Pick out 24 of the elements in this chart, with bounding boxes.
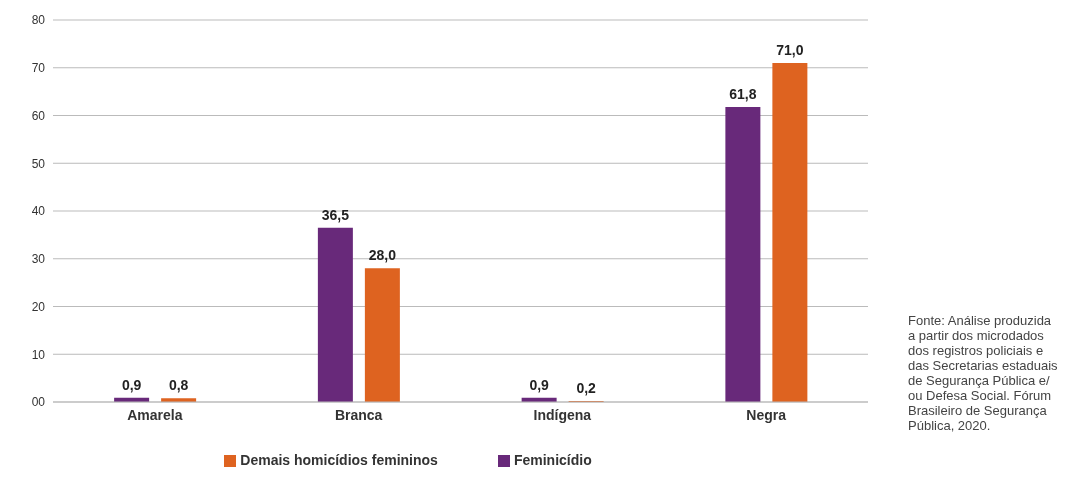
data-label: 36,5: [321, 206, 350, 223]
data-label: 0,9: [121, 376, 142, 393]
y-tick-label: 00: [31, 395, 46, 410]
legend-label: Feminicídio: [513, 452, 592, 468]
x-tick-label: Negra: [746, 406, 787, 423]
data-label: 28,0: [368, 247, 397, 264]
y-tick-label: 40: [31, 204, 46, 219]
data-label: 71,0: [776, 41, 804, 58]
legend-label: Demais homicídios femininos: [240, 452, 438, 468]
x-tick-label: Amarela: [127, 406, 183, 423]
data-label: 0,2: [576, 380, 597, 397]
source-note: Fonte: Análise produzida a partir dos microdados dos registros policiais e das Secretarias estaduais de Segurança Pública e/ ou Defesa Social. Fórum Brasileiro de Segurança Pública, 2020.: [908, 313, 1058, 433]
data-label: 0,8: [168, 377, 189, 394]
y-tick-label: 80: [31, 13, 46, 28]
data-label: 0,9: [529, 376, 550, 393]
data-label: 61,8: [729, 85, 757, 102]
y-tick-label: 10: [31, 347, 46, 362]
y-tick-label: 60: [31, 108, 46, 123]
y-tick-label: 20: [31, 299, 46, 314]
y-tick-label: 70: [31, 61, 46, 76]
y-tick-label: 30: [31, 252, 46, 267]
x-tick-label: Branca: [334, 406, 383, 423]
y-tick-label: 50: [31, 156, 46, 171]
x-tick-label: Indígena: [533, 406, 592, 423]
